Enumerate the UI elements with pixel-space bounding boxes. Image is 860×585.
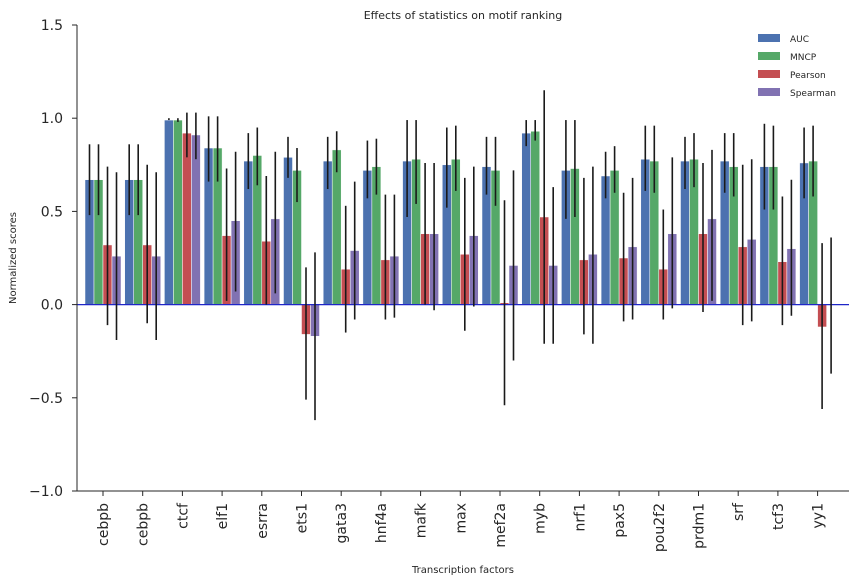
legend-label-auc: AUC: [790, 35, 809, 45]
bar-pearson-ctcf-2: [182, 132, 192, 305]
x-tick-label: mafk: [414, 502, 430, 538]
x-tick-label: nrf1: [572, 503, 588, 531]
legend-label-spearman: Spearman: [790, 89, 836, 99]
x-tick-label: yy1: [811, 503, 827, 528]
legend-swatch-auc: [758, 34, 780, 42]
plot-area: [77, 90, 849, 421]
x-tick-label: hnf4a: [374, 503, 390, 543]
y-tick-label: 1.0: [41, 111, 63, 127]
x-tick-label: ets1: [295, 503, 311, 533]
x-tick-label: srf: [731, 502, 747, 521]
x-tick-label: gata3: [334, 503, 350, 543]
legend: AUC MNCP Pearson Spearman: [758, 34, 836, 99]
bar-spearman-ctcf-2: [191, 134, 201, 305]
y-tick-label: −1.0: [29, 484, 63, 500]
legend-label-mncp: MNCP: [790, 53, 817, 63]
y-tick-label: −0.5: [29, 391, 63, 407]
bar-mncp-gata3-6: [331, 149, 342, 305]
bar-auc-ctcf-2: [164, 119, 174, 305]
x-tick-label: elf1: [215, 503, 231, 529]
y-tick-label: 0.0: [41, 298, 63, 314]
legend-swatch-pearson: [758, 70, 780, 78]
x-tick-label: prdm1: [692, 503, 708, 549]
bar-auc-ets1-5: [283, 157, 293, 305]
bar-mncp-myb-11: [530, 131, 540, 305]
chart-title: Effects of statistics on motif ranking: [364, 9, 563, 22]
x-tick-label: pou2f2: [652, 503, 668, 552]
x-tick-label: pax5: [612, 503, 628, 538]
x-axis-label: Transcription factors: [411, 565, 514, 576]
x-tick-labels: cebpb cebpb ctcf elf1 esrra ets1 gata3 hnf4a maf…: [96, 491, 827, 552]
y-axis-label: Normalized scores: [8, 212, 19, 304]
x-tick-label: tcf3: [771, 503, 787, 530]
x-tick-label: myb: [533, 503, 549, 534]
y-tick-label: 0.5: [41, 204, 63, 220]
x-tick-label: mef2a: [493, 503, 509, 548]
bar-auc-myb-11: [521, 132, 531, 305]
y-tick-label: 1.5: [41, 18, 63, 34]
legend-label-pearson: Pearson: [790, 71, 826, 81]
legend-swatch-mncp: [758, 52, 780, 60]
x-tick-label: cebpb: [96, 503, 112, 546]
legend-swatch-spearman: [758, 88, 780, 96]
y-tick-labels: −1.0 −0.5 0.0 0.5 1.0 1.5: [29, 18, 77, 500]
x-tick-label: ctcf: [175, 502, 191, 529]
bar-mncp-ctcf-2: [173, 119, 183, 305]
x-tick-label: esrra: [255, 503, 271, 539]
x-tick-label: max: [453, 503, 469, 534]
x-tick-label: cebpb: [136, 503, 152, 546]
